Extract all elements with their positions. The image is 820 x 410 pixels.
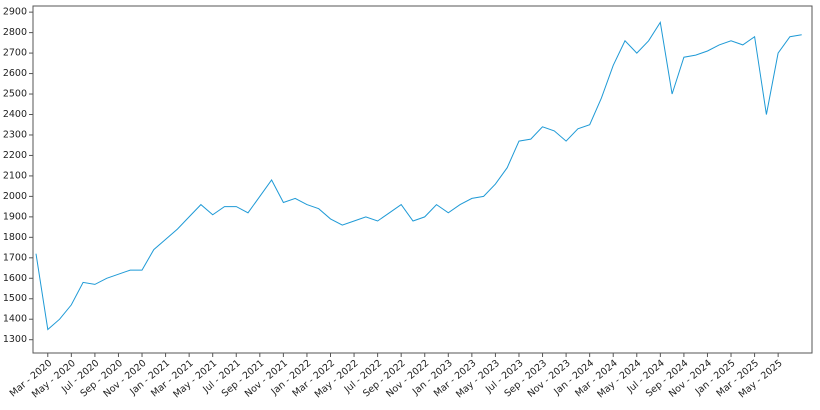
y-tick-label: 2800	[3, 27, 27, 38]
y-tick-label: 2500	[3, 89, 27, 100]
y-tick-label: 1300	[3, 334, 27, 345]
y-tick-label: 1800	[3, 232, 27, 243]
y-tick-label: 1500	[3, 293, 27, 304]
y-tick-label: 2900	[3, 7, 27, 18]
y-tick-label: 1900	[3, 211, 27, 222]
y-tick-label: 2700	[3, 48, 27, 59]
line	[35, 21, 802, 331]
y-tick-label: 2300	[3, 129, 27, 140]
y-tick-label: 2400	[3, 109, 27, 120]
y-tick-label: 1700	[3, 252, 27, 263]
y-tick-label: 2000	[3, 191, 27, 202]
y-tick-label: 1600	[3, 273, 27, 284]
y-tick-label: 1400	[3, 314, 27, 325]
y-tick-label: 2100	[3, 170, 27, 181]
y-tick-label: 2200	[3, 150, 27, 161]
y-tick-label: 2600	[3, 68, 27, 79]
plot-frame	[32, 5, 813, 354]
